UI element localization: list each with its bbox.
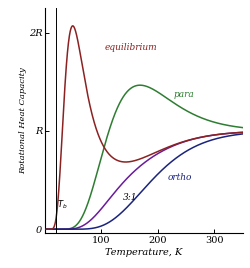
Text: equilibrium: equilibrium (104, 43, 157, 52)
X-axis label: Temperature, K: Temperature, K (105, 248, 182, 257)
Text: $T_b$: $T_b$ (58, 199, 68, 211)
Text: 3:1: 3:1 (123, 193, 137, 202)
Y-axis label: Rotational Heat Capacity: Rotational Heat Capacity (19, 67, 27, 174)
Text: para: para (174, 90, 195, 99)
Text: ortho: ortho (168, 173, 192, 182)
